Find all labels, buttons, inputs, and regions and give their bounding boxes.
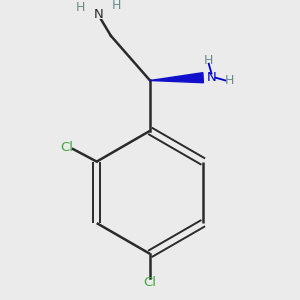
Text: Cl: Cl [143,276,157,289]
Text: H: H [112,0,121,12]
Text: H: H [75,1,85,14]
Text: N: N [207,71,216,84]
Text: H: H [204,54,213,67]
Text: H: H [225,74,234,87]
Text: Cl: Cl [60,141,73,154]
Text: N: N [93,8,103,21]
Polygon shape [150,73,203,83]
